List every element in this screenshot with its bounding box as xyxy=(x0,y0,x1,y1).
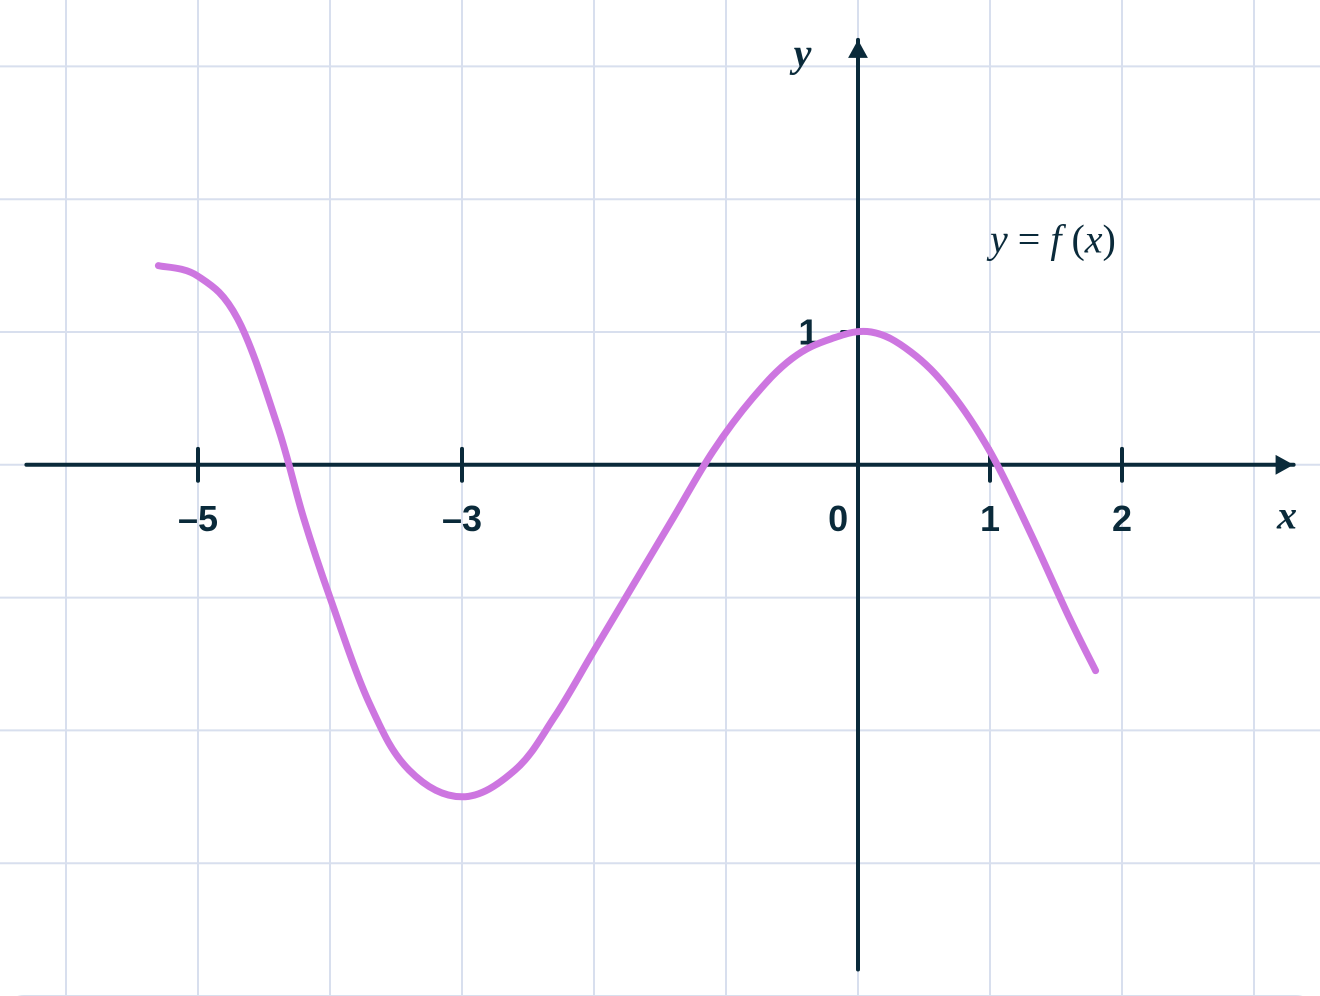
function-label: y = f (x) xyxy=(986,216,1116,261)
x-tick-label: 0 xyxy=(828,498,848,539)
y-axis-label: y xyxy=(790,30,812,75)
x-tick-label: –3 xyxy=(442,498,482,539)
x-tick-label: 1 xyxy=(980,498,1000,539)
chart-svg: –5–30121xyy = f (x) xyxy=(0,0,1320,996)
x-axis-label: x xyxy=(1276,493,1297,538)
function-graph-chart: –5–30121xyy = f (x) xyxy=(0,0,1320,996)
x-tick-label: –5 xyxy=(178,498,218,539)
x-tick-label: 2 xyxy=(1112,498,1132,539)
